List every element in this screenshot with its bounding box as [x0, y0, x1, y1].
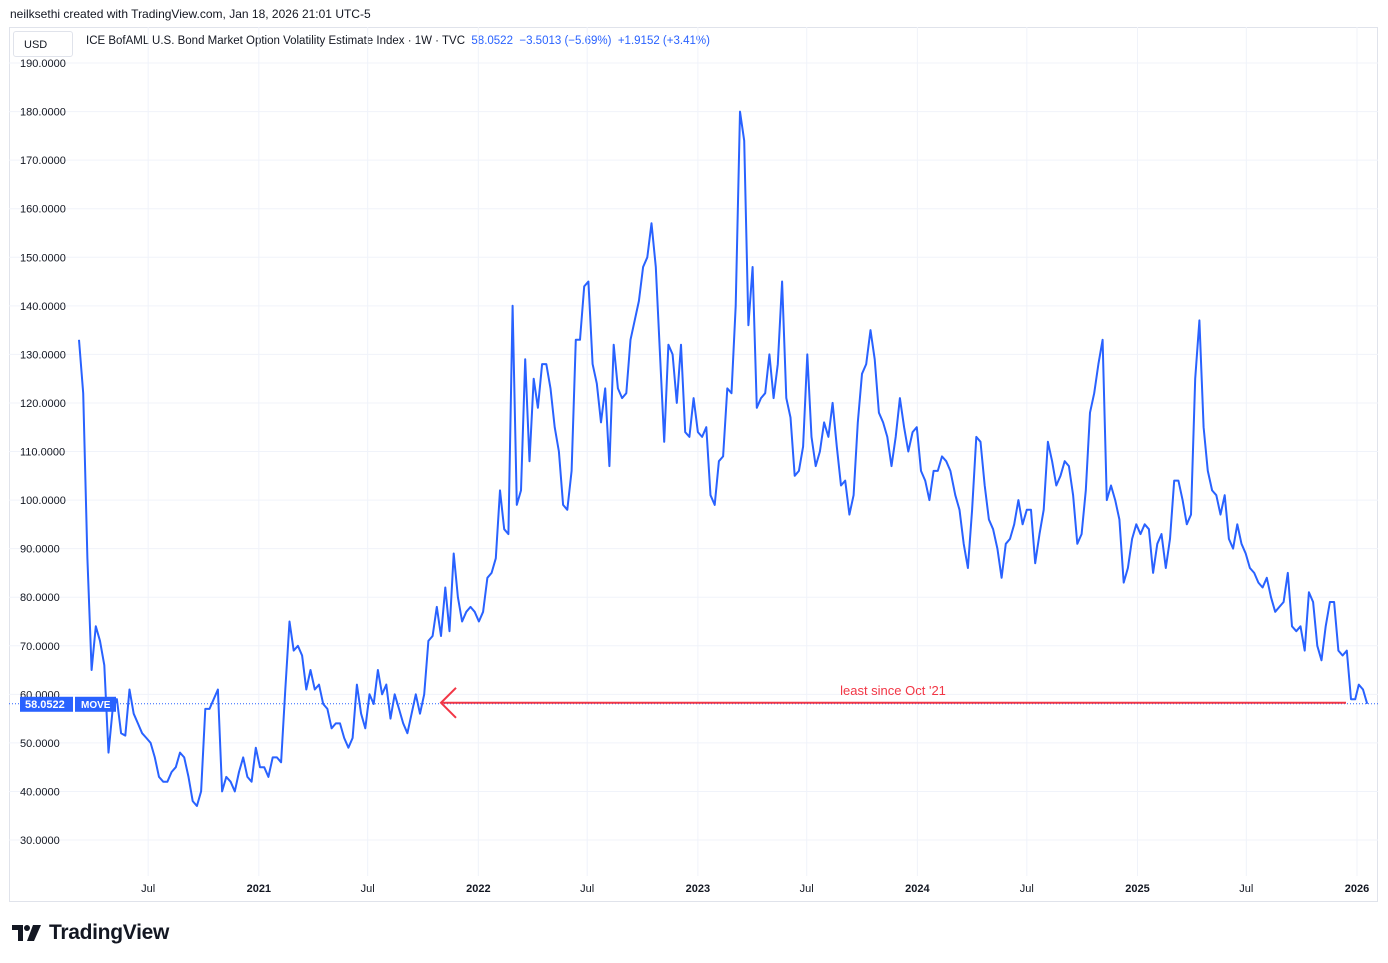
y-tick-label: 110.0000	[20, 447, 65, 459]
price-tag-value: 58.0522	[25, 699, 65, 711]
y-tick-label: 30.0000	[20, 835, 60, 847]
annotation-label: least since Oct '21	[840, 683, 946, 698]
annotation-arrow-head	[439, 687, 457, 719]
y-tick-label: 150.0000	[20, 252, 66, 264]
y-tick-label: 130.0000	[20, 349, 66, 361]
x-tick-label: 2021	[247, 883, 271, 895]
x-tick-label: Jul	[800, 883, 814, 895]
change-value: −3.5013 (−5.69%)	[519, 35, 612, 47]
x-tick-label: Jul	[361, 883, 375, 895]
y-tick-label: 120.0000	[20, 398, 66, 410]
y-tick-label: 50.0000	[20, 738, 60, 750]
price-tag-value-bg	[20, 696, 73, 712]
x-tick-label: Jul	[1020, 883, 1034, 895]
brand-name: TradingView	[49, 921, 170, 944]
x-axis-labels: Jul 2021 Jul 2022 Jul 2023 Jul 2024 Jul 2025 Jul 20…	[141, 883, 1369, 895]
series-line	[78, 110, 1369, 807]
symbol-title: ICE BofAML U.S. Bond Market Option Volat…	[86, 35, 466, 47]
y-axis-labels: 30.000040.000050.000060.000070.000080.00…	[20, 58, 66, 847]
x-tick-label: Jul	[141, 883, 155, 895]
y-tick-label: 140.0000	[20, 301, 66, 313]
change-value-2: +1.9152 (+3.41%)	[617, 35, 710, 47]
last-value: 58.0522	[471, 35, 513, 47]
price-tag-symbol: MOVE	[81, 700, 111, 711]
price-tag: 58.0522 MOVE	[20, 696, 116, 712]
y-tick-label: 170.0000	[20, 155, 66, 167]
x-tick-label: 2023	[686, 883, 710, 895]
x-tick-label: Jul	[580, 883, 594, 895]
x-tick-label: 2026	[1345, 883, 1369, 895]
tradingview-logo[interactable]: TradingView	[12, 921, 169, 945]
chart-frame	[9, 27, 1378, 902]
y-tick-label: 40.0000	[20, 786, 60, 798]
x-tick-label: 2025	[1125, 883, 1149, 895]
y-tick-label: 180.0000	[20, 107, 66, 119]
currency-selector[interactable]: USD	[13, 31, 73, 57]
series-legend[interactable]: ICE BofAML U.S. Bond Market Option Volat…	[86, 35, 710, 47]
x-tick-label: 2022	[466, 883, 490, 895]
chart-credit: neilksethi created with TradingView.com,…	[10, 7, 371, 21]
x-tick-label: Jul	[1239, 883, 1253, 895]
tradingview-logo-icon	[12, 925, 41, 941]
price-tag-symbol-bg	[75, 696, 116, 712]
y-tick-label: 160.0000	[20, 204, 66, 216]
y-tick-label: 70.0000	[20, 641, 60, 653]
y-tick-label: 90.0000	[20, 544, 60, 556]
annotation-arrow: least since Oct '21	[439, 683, 1346, 719]
y-tick-label: 190.0000	[20, 58, 66, 70]
y-tick-label: 80.0000	[20, 592, 60, 604]
x-tick-label: 2024	[905, 883, 930, 895]
grid-lines	[9, 27, 1378, 876]
y-tick-label: 100.0000	[20, 495, 66, 507]
